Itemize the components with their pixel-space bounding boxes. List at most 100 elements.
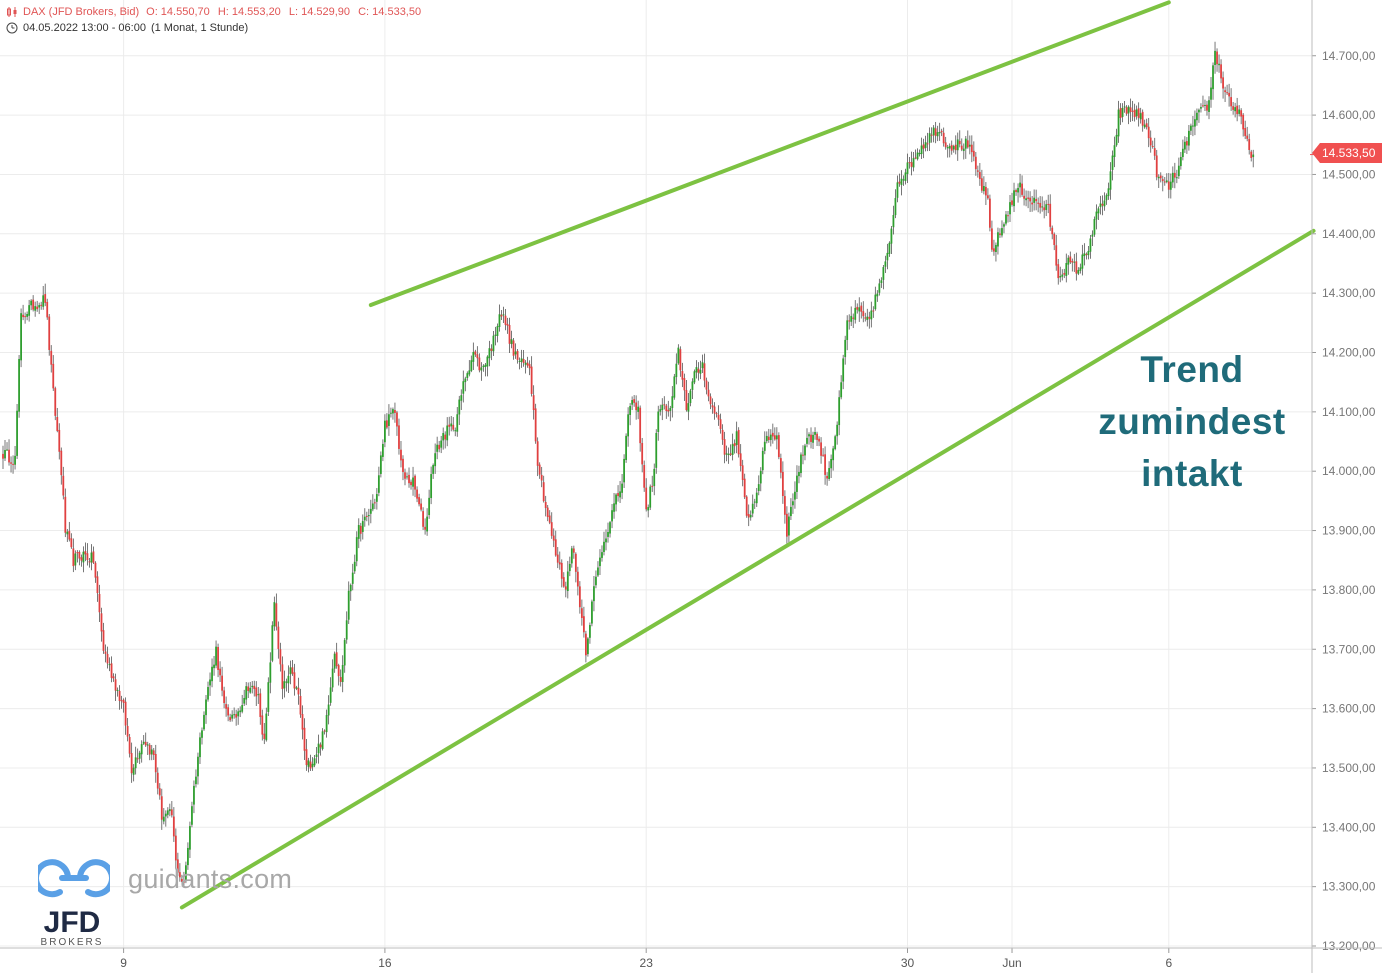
candle-body xyxy=(156,772,159,789)
candle-body xyxy=(233,714,236,716)
candle-body xyxy=(970,144,973,153)
candle-body xyxy=(938,131,941,134)
candle-body xyxy=(472,351,475,362)
candle-body xyxy=(1198,109,1200,113)
candle-body xyxy=(834,436,837,450)
candle-body xyxy=(814,432,816,435)
candle-body xyxy=(566,571,569,592)
trend-line-lower[interactable] xyxy=(179,228,1316,910)
time-axis[interactable]: 9 16 23 30 Jun 6 xyxy=(0,947,1382,970)
candle-body xyxy=(703,363,706,381)
candle-body xyxy=(235,714,238,718)
candle-body xyxy=(289,667,292,675)
candle-body xyxy=(1240,110,1243,117)
candle-body xyxy=(530,366,533,394)
candle-body xyxy=(806,437,808,444)
jfd-brokers-logo: JFD BROKERS xyxy=(41,906,102,948)
candle-body xyxy=(645,487,648,510)
candle-body xyxy=(1009,202,1011,215)
candle-body xyxy=(794,491,796,500)
candle-body xyxy=(1123,106,1126,108)
candle-body xyxy=(956,139,959,151)
candle-body xyxy=(727,453,730,456)
candle-body xyxy=(406,476,408,478)
candle-body xyxy=(259,693,262,717)
candle-body xyxy=(279,649,282,665)
candle-body xyxy=(1212,65,1214,90)
candle-body xyxy=(98,593,101,613)
candle-body xyxy=(176,859,179,873)
candle-body xyxy=(102,630,105,651)
candle-body xyxy=(711,405,714,408)
candle-body xyxy=(516,350,519,360)
candle-body xyxy=(920,145,923,155)
candle-body xyxy=(987,195,989,199)
candle-body xyxy=(249,687,252,693)
y-tick-label: 13.600,00 xyxy=(1322,702,1376,716)
candle-body xyxy=(514,351,517,355)
y-tick-label: 14.600,00 xyxy=(1322,108,1376,122)
candle-body xyxy=(888,242,891,254)
candle-body xyxy=(936,132,939,137)
candle-body xyxy=(221,675,223,691)
candle-body xyxy=(444,434,447,440)
candle-body xyxy=(552,535,555,541)
candle-body xyxy=(128,736,131,754)
candle-body xyxy=(896,182,899,198)
candle-body xyxy=(207,687,209,700)
candle-body xyxy=(922,144,925,149)
last-price-badge: 14.533,50 xyxy=(1312,143,1382,163)
trend-annotation: Trend zumindest intakt xyxy=(1086,344,1298,500)
candle-body xyxy=(420,503,422,510)
candle-body xyxy=(1153,148,1156,156)
candle-body xyxy=(339,677,342,682)
candle-body xyxy=(862,311,865,317)
candle-body xyxy=(126,725,129,737)
candle-body xyxy=(1165,180,1168,183)
candle-body xyxy=(1003,224,1005,227)
candle-body xyxy=(593,586,595,602)
candle-body xyxy=(619,491,621,498)
candle-body xyxy=(1015,190,1017,193)
candle-body xyxy=(808,434,810,437)
candle-body xyxy=(540,474,543,481)
candle-body xyxy=(623,458,625,483)
candle-body xyxy=(697,368,700,373)
candle-body xyxy=(251,685,254,688)
candle-body xyxy=(500,314,503,317)
candle-body xyxy=(498,314,501,328)
candle-body xyxy=(665,405,668,411)
candle-body xyxy=(786,513,788,537)
candle-body xyxy=(50,350,53,365)
candle-body xyxy=(534,408,537,442)
clock-icon xyxy=(6,22,18,34)
candle-body xyxy=(1214,50,1216,65)
candle-body xyxy=(283,681,286,689)
candle-body xyxy=(1141,111,1144,126)
candle-body xyxy=(753,501,756,503)
candle-body xyxy=(40,304,43,306)
candle-body xyxy=(341,665,344,683)
candle-body xyxy=(164,813,167,817)
trend-line-upper[interactable] xyxy=(368,0,1171,308)
candle-body xyxy=(410,481,412,486)
candle-body xyxy=(968,144,971,147)
candle-body xyxy=(898,181,901,184)
candle-body xyxy=(1033,197,1036,203)
candle-body xyxy=(1051,227,1054,235)
candle-body xyxy=(337,665,340,677)
candle-body xyxy=(1169,181,1172,190)
candle-body xyxy=(277,626,280,649)
candle-body xyxy=(1117,109,1120,137)
candle-body xyxy=(367,514,370,517)
candle-body xyxy=(305,749,308,766)
candle-body xyxy=(363,516,366,521)
candle-body xyxy=(982,186,985,192)
candle-body xyxy=(900,178,903,185)
candle-body xyxy=(954,144,957,151)
candle-body xyxy=(852,317,855,319)
trend-lines[interactable] xyxy=(179,0,1316,910)
candle-body xyxy=(1071,260,1074,263)
candle-body xyxy=(327,704,330,716)
